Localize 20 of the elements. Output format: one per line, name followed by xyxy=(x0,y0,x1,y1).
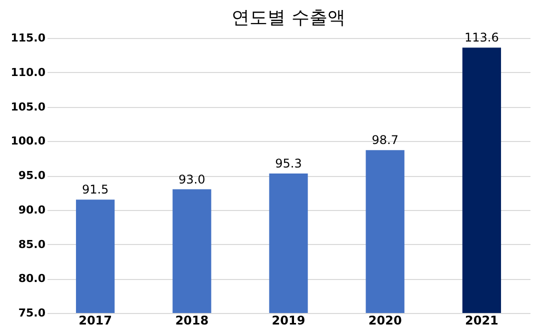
x-tick-label: 2020 xyxy=(368,314,402,328)
x-tick-label: 2017 xyxy=(78,314,112,328)
y-tick-label: 105.0 xyxy=(10,100,46,114)
x-tick-label: 2021 xyxy=(464,314,498,328)
x-tick-label: 2018 xyxy=(175,314,209,328)
y-tick-label: 115.0 xyxy=(10,32,46,44)
y-tick-label: 85.0 xyxy=(18,238,46,251)
chart-title: 연도별 수출액 xyxy=(232,8,346,29)
y-tick-label: 110.0 xyxy=(10,66,46,79)
y-tick-label: 100.0 xyxy=(10,134,46,148)
y-tick-label: 95.0 xyxy=(18,169,46,182)
data-label: 95.3 xyxy=(275,156,302,170)
data-label: 113.6 xyxy=(464,30,499,45)
y-tick-label: 75.0 xyxy=(18,306,46,320)
data-label: 93.0 xyxy=(178,172,206,186)
data-label: 98.7 xyxy=(372,133,398,148)
y-tick-label: 90.0 xyxy=(18,203,46,216)
data-label: 91.5 xyxy=(82,182,109,197)
x-tick-label: 2019 xyxy=(272,314,306,328)
y-tick-label: 80.0 xyxy=(18,272,46,286)
